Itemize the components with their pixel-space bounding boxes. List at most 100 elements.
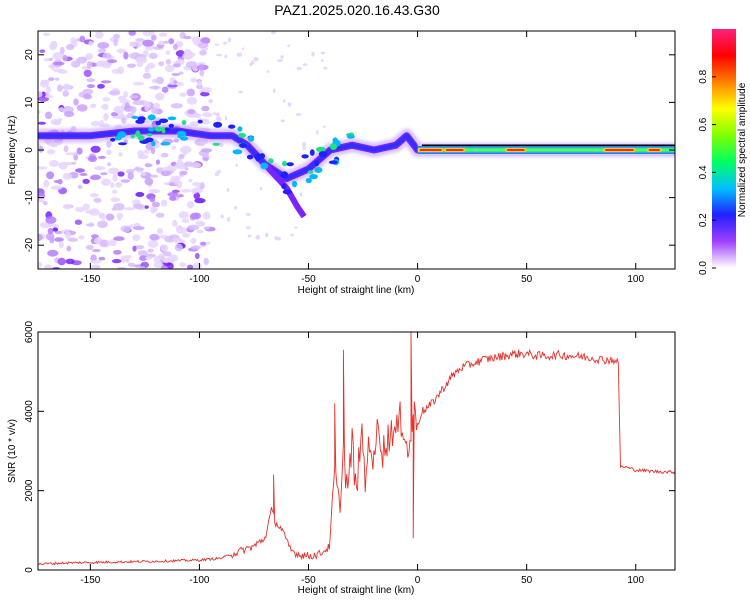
spectrogram-noise-blob [148,52,158,60]
spectrogram-noise-blob [144,104,150,112]
snr-plot-area [38,332,675,566]
spectrogram-noise-blob [152,102,161,109]
spectrogram-noise-blob [120,179,130,183]
spectrogram-noise-blob [102,52,112,59]
spectrogram-noise-blob [224,54,228,59]
spectrogram-signal-blob [286,162,294,167]
spectrogram-signal-blob [228,124,236,129]
spectrogram-y-axis-label: Frequency (Hz) [7,116,18,185]
spectrogram-noise-blob [164,236,176,243]
spectrogram-noise-blob [143,149,151,154]
spectrogram-noise-blob [38,121,47,125]
spectrogram-noise-blob [315,130,319,135]
spectrogram-noise-blob [222,41,227,45]
spectrogram-noise-blob [47,227,54,235]
spectrogram-noise-blob [57,84,63,92]
spectrogram-noise-blob [294,226,298,229]
spectrogram-noise-blob [122,255,132,259]
spectrogram-signal-blob [212,142,220,146]
spectrogram-noise-blob [54,237,64,243]
spectrogram-noise-blob [62,90,69,97]
spectrogram-noise-blob [85,223,95,227]
spectrogram-noise-blob [64,231,71,239]
spectrogram-noise-blob [90,264,101,269]
spectrogram-noise-blob [241,47,245,50]
spectrogram-signal-blob [168,123,174,128]
spectrogram-noise-blob [198,63,205,71]
spectrogram-noise-blob [264,232,269,238]
spectrogram-noise-blob [58,241,64,249]
spectrogram-noise-blob [138,250,148,257]
spectrogram-noise-blob [46,149,56,155]
spectrogram-noise-blob [201,105,210,112]
spectrogram-noise-blob [109,238,117,247]
spectrogram-signal-blob [328,160,338,165]
spectrogram-noise-blob [192,181,201,187]
spectrogram-noise-blob [48,224,60,228]
spectrogram-noise-blob [83,93,92,100]
spectrogram-noise-blob [296,66,303,71]
spectrogram-noise-blob [59,46,65,55]
spectrogram-noise-blob [182,232,191,238]
spectrogram-noise-blob [179,262,187,268]
spectrogram-noise-blob [102,97,111,102]
spectrogram-noise-blob [212,112,217,115]
spectrogram-noise-blob [129,95,139,99]
spectrogram-noise-blob [105,213,115,221]
spectrogram-noise-blob [140,172,147,176]
spectrogram-noise-blob [76,147,83,155]
spectrogram-noise-blob [66,44,75,51]
spectrogram-noise-blob [84,210,97,214]
spectrogram-noise-blob [42,200,48,206]
spectrogram-y-tick-label: 0 [24,147,35,153]
spectrogram-noise-blob [164,64,175,73]
spectrogram-noise-blob [153,261,164,268]
spectrogram-signal-blob [164,127,170,131]
spectrogram-noise-blob [63,145,69,153]
spectrogram-noise-blob [82,178,90,184]
spectrogram-noise-blob [190,77,197,83]
colorbar-tick-label: 0.8 [698,69,709,83]
spectrogram-noise-blob [161,199,168,207]
spectrogram-noise-blob [74,219,82,225]
spectrogram-noise-blob [113,38,118,47]
spectrogram-signal-blob [238,133,246,138]
spectrogram-noise-blob [135,56,148,64]
snr-x-tick-label: -50 [301,575,316,586]
spectrogram-noise-blob [91,234,99,239]
spectrogram-hot-core [605,149,634,151]
spectrogram-noise-blob [50,40,58,49]
spectrogram-noise-blob [185,61,198,69]
spectrogram-y-tick-label: -20 [24,238,35,253]
spectrogram-noise-blob [166,262,174,269]
snr-series-line [38,332,675,566]
spectrogram-signal-blob [309,149,315,156]
spectrogram-noise-blob [92,248,101,253]
spectrogram-noise-blob [47,249,59,257]
spectrogram-signal-blob [282,189,292,195]
spectrogram-noise-blob [160,170,172,177]
spectrogram-noise-blob [98,123,111,128]
spectrogram-x-tick-label: -150 [80,274,100,285]
spectrogram-noise-blob [214,172,219,177]
spectrogram-noise-blob [45,86,52,94]
spectrogram-noise-blob [226,217,231,222]
spectrogram-noise-blob [79,35,86,43]
spectrogram-noise-blob [101,178,111,186]
spectrogram-noise-blob [150,206,157,214]
spectrogram-signal-blob [167,116,177,121]
spectrogram-noise-blob [216,53,223,57]
spectrogram-hot-core [648,149,660,151]
spectrogram-noise-blob [57,117,63,122]
spectrogram-noise-blob [48,77,55,81]
spectrogram-noise-blob [214,43,219,46]
spectrogram-noise-blob [79,173,88,176]
spectrogram-noise-blob [287,44,291,48]
spectrogram-noise-blob [250,60,255,66]
spectrogram-noise-blob [123,51,129,60]
spectrogram-noise-blob [78,235,85,240]
spectrogram-noise-blob [168,38,175,45]
spectrogram-noise-blob [38,233,43,242]
spectrogram-signal-blob [314,160,320,167]
